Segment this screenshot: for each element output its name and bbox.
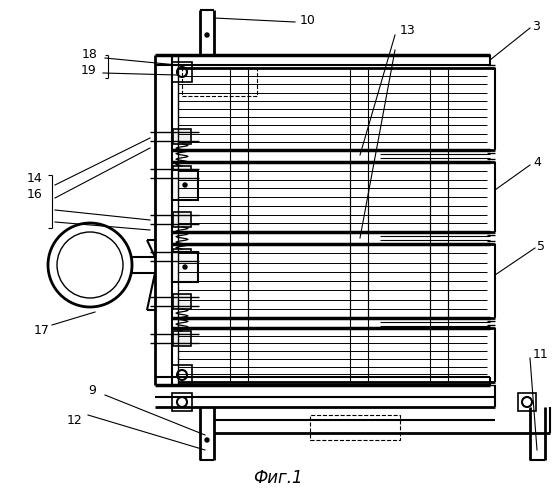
Bar: [518, 393, 536, 411]
Bar: [173, 294, 191, 309]
Text: 18: 18: [82, 48, 98, 62]
Text: 16: 16: [27, 188, 43, 202]
Circle shape: [183, 265, 187, 269]
Text: 17: 17: [34, 324, 50, 336]
Text: 13: 13: [400, 24, 416, 36]
Bar: [173, 166, 191, 181]
Text: 5: 5: [537, 240, 545, 252]
Bar: [173, 212, 191, 227]
Bar: [172, 365, 192, 385]
Bar: [172, 252, 198, 282]
Text: 3: 3: [532, 20, 540, 32]
Circle shape: [183, 183, 187, 187]
Circle shape: [205, 438, 209, 442]
Text: 11: 11: [533, 348, 549, 362]
Bar: [173, 129, 191, 144]
Text: 14: 14: [27, 172, 43, 184]
Bar: [173, 249, 191, 264]
Bar: [172, 393, 192, 411]
Text: 19: 19: [80, 64, 96, 78]
Text: 4: 4: [533, 156, 541, 170]
Bar: [182, 68, 257, 96]
Text: 12: 12: [67, 414, 83, 426]
Text: 9: 9: [88, 384, 96, 396]
Bar: [172, 62, 192, 82]
Text: Фиг.1: Фиг.1: [253, 469, 303, 487]
Text: 10: 10: [300, 14, 316, 26]
Bar: [173, 331, 191, 346]
Bar: [310, 415, 400, 440]
Circle shape: [205, 33, 209, 37]
Bar: [172, 170, 198, 200]
